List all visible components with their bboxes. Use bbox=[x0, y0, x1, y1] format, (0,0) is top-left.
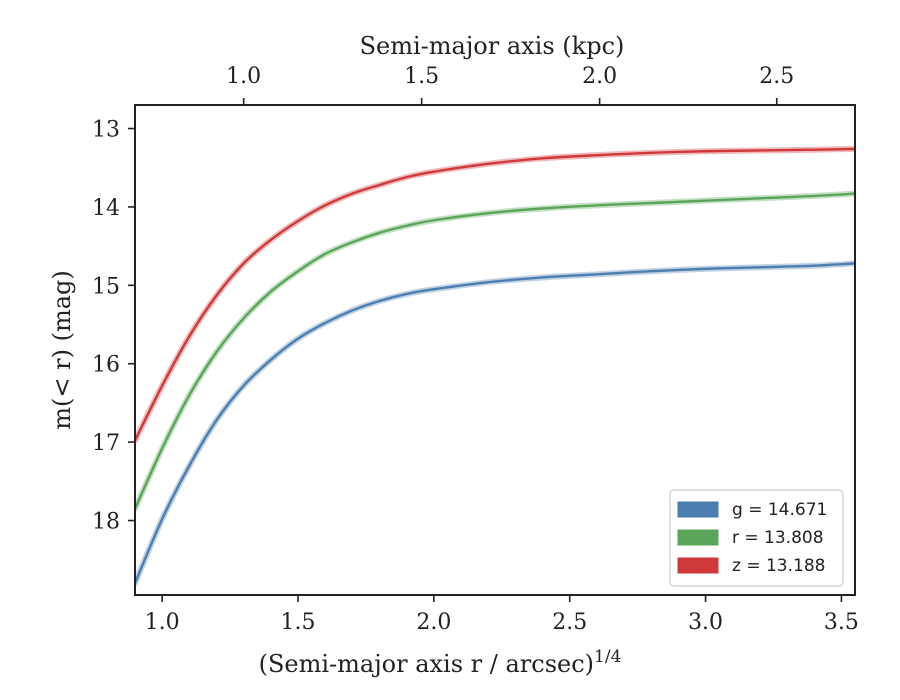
y-tick-label: 13 bbox=[92, 118, 120, 143]
y-tick-label: 14 bbox=[92, 196, 120, 221]
legend-swatch-r bbox=[677, 529, 719, 546]
x-tick-label: 1.5 bbox=[281, 610, 316, 635]
legend-label-z: z = 13.188 bbox=[732, 556, 825, 576]
legend-label-g: g = 14.671 bbox=[732, 500, 827, 520]
x-axis-title: (Semi-major axis r / arcsec)1/4 bbox=[259, 647, 622, 678]
series-z-band bbox=[135, 145, 855, 444]
curves-layer bbox=[135, 145, 855, 587]
top-tick-label: 1.5 bbox=[404, 64, 439, 89]
legend: g = 14.671 r = 13.808 z = 13.188 bbox=[669, 489, 844, 587]
y-tick-label: 15 bbox=[92, 274, 120, 299]
y-axis-title: m(< r) (mag) bbox=[48, 270, 76, 429]
top-axis-title: Semi-major axis (kpc) bbox=[360, 32, 625, 60]
x-axis-title-main: (Semi-major axis r / arcsec) bbox=[259, 650, 594, 678]
top-tick-label: 2.0 bbox=[582, 64, 617, 89]
top-tick-label: 2.5 bbox=[759, 64, 794, 89]
y-tick-label: 16 bbox=[92, 353, 120, 378]
x-tick-label: 2.5 bbox=[552, 610, 587, 635]
top-tick-label: 1.0 bbox=[226, 64, 261, 89]
x-tick-label: 2.0 bbox=[416, 610, 451, 635]
x-axis-title-exponent: 1/4 bbox=[594, 647, 621, 667]
plot-frame bbox=[134, 104, 856, 596]
legend-label-r: r = 13.808 bbox=[732, 528, 824, 548]
x-tick-label: 3.5 bbox=[824, 610, 859, 635]
legend-swatch-z bbox=[677, 557, 719, 574]
x-tick-label: 1.0 bbox=[145, 610, 180, 635]
series-r-band bbox=[135, 190, 855, 512]
ticks-layer: 1.0 1.5 2.0 2.5 3.0 3.5 13 14 15 16 17 18 1.0 1.5 2.0 2… bbox=[92, 64, 859, 635]
legend-swatch-g bbox=[677, 501, 719, 518]
series-r-line bbox=[135, 192, 855, 510]
y-tick-label: 18 bbox=[92, 510, 120, 535]
x-tick-label: 3.0 bbox=[688, 610, 723, 635]
series-z-line bbox=[135, 147, 855, 442]
y-tick-label: 17 bbox=[92, 431, 120, 456]
series-g-line bbox=[135, 262, 855, 584]
